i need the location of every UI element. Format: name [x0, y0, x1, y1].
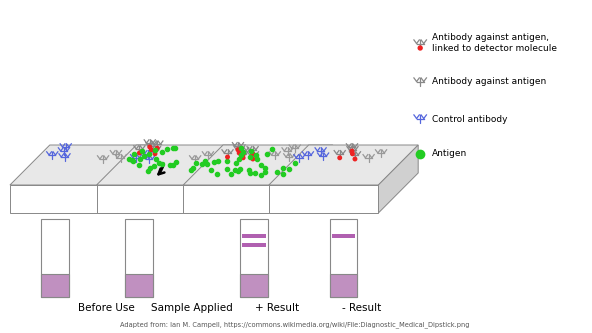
Bar — [126, 219, 153, 297]
Circle shape — [251, 157, 255, 161]
Bar — [126, 274, 153, 297]
Circle shape — [148, 145, 152, 149]
Polygon shape — [96, 185, 206, 213]
Circle shape — [242, 156, 245, 160]
Polygon shape — [378, 145, 418, 213]
Polygon shape — [206, 145, 246, 213]
Circle shape — [153, 152, 157, 156]
Circle shape — [418, 46, 422, 50]
Circle shape — [251, 152, 255, 156]
Circle shape — [226, 155, 229, 159]
Polygon shape — [269, 185, 378, 213]
Text: Control antibody: Control antibody — [432, 115, 507, 124]
Polygon shape — [10, 145, 159, 185]
Bar — [41, 219, 69, 297]
Circle shape — [338, 156, 342, 160]
Text: Antibody against antigen,
linked to detector molecule: Antibody against antigen, linked to dete… — [432, 33, 557, 53]
Circle shape — [236, 148, 240, 152]
Bar — [330, 274, 358, 297]
Bar — [240, 274, 268, 297]
Bar — [242, 234, 266, 238]
Polygon shape — [10, 185, 120, 213]
Circle shape — [350, 152, 354, 156]
Text: Adapted from: Ian M. Campell, https://commons.wikimedia.org/wiki/File:Diagnostic: Adapted from: Ian M. Campell, https://co… — [120, 321, 469, 328]
Circle shape — [156, 147, 159, 150]
Circle shape — [353, 157, 357, 161]
Polygon shape — [120, 145, 159, 213]
Circle shape — [242, 153, 245, 157]
Bar — [330, 219, 358, 297]
Text: Antigen: Antigen — [432, 150, 467, 159]
Polygon shape — [183, 185, 292, 213]
Circle shape — [138, 151, 141, 155]
Text: Before Use: Before Use — [78, 303, 135, 313]
Bar — [41, 274, 69, 297]
Polygon shape — [183, 145, 333, 185]
Text: Sample Applied: Sample Applied — [152, 303, 233, 313]
Circle shape — [350, 149, 354, 153]
Polygon shape — [269, 145, 418, 185]
Circle shape — [150, 148, 153, 152]
Polygon shape — [96, 145, 246, 185]
Text: - Result: - Result — [342, 303, 381, 313]
Text: Antibody against antigen: Antibody against antigen — [432, 78, 546, 87]
Bar — [332, 234, 355, 238]
Circle shape — [237, 151, 241, 155]
Text: + Result: + Result — [255, 303, 299, 313]
Bar — [240, 219, 268, 297]
Polygon shape — [292, 145, 333, 213]
Bar — [242, 243, 266, 247]
